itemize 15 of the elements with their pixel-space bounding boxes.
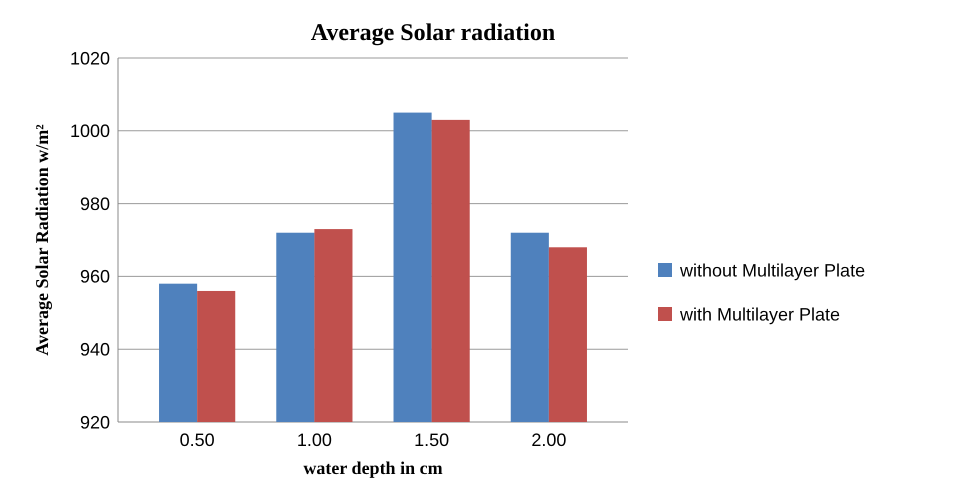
y-axis-title: Average Solar Radiation w/m² (32, 124, 52, 356)
legend-label: without Multilayer Plate (679, 260, 866, 280)
y-tick-label: 920 (80, 412, 110, 432)
y-tick-label: 940 (80, 340, 110, 360)
y-tick-label: 1000 (70, 121, 110, 142)
x-axis-title: water depth in cm (303, 458, 443, 478)
x-tick-label: 2.00 (531, 430, 566, 450)
y-tick-label: 1020 (70, 48, 110, 68)
x-tick-label: 1.50 (414, 430, 450, 450)
chart-title: Average Solar radiation (310, 20, 556, 46)
legend-label: with Multilayer Plate (679, 304, 840, 324)
x-tick-label: 1.00 (296, 430, 332, 450)
y-tick-label: 960 (80, 266, 110, 287)
x-tick-label: 0.50 (180, 430, 215, 450)
y-tick-label: 980 (80, 194, 110, 214)
